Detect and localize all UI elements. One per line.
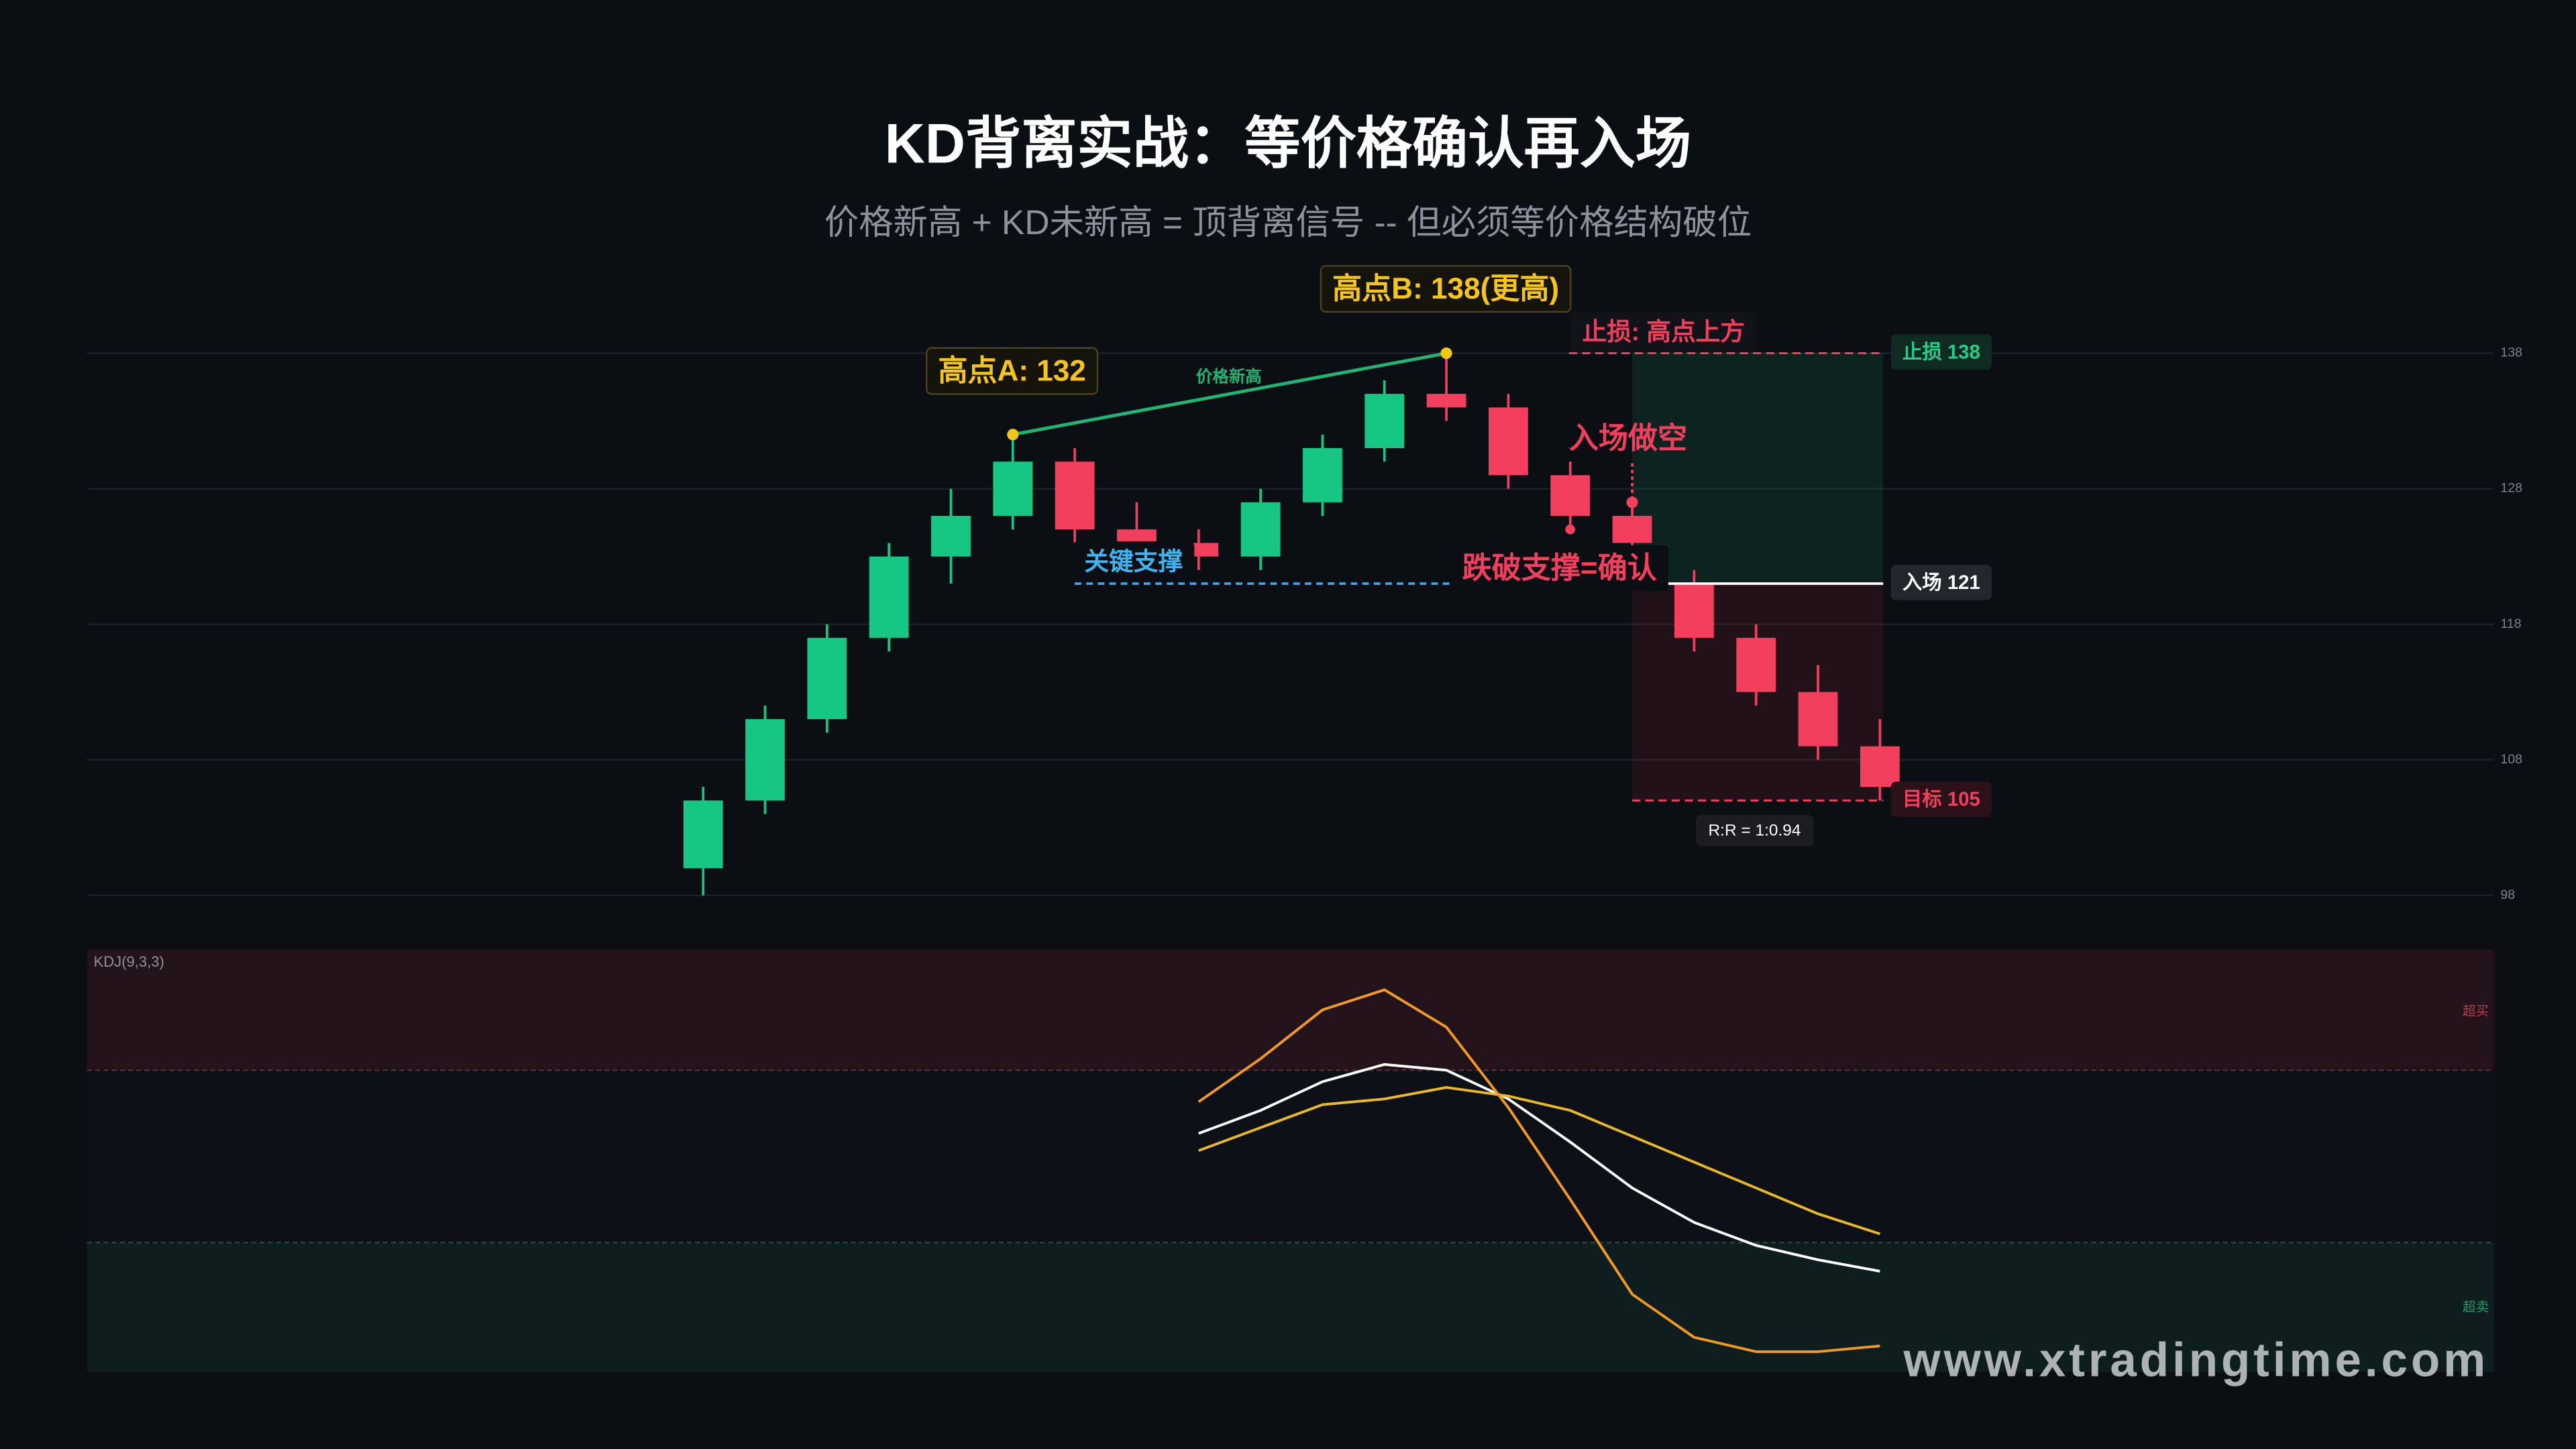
candle-body [1798, 692, 1838, 747]
support-label-box [1073, 541, 1195, 582]
kdj-line [1198, 1086, 1880, 1236]
stop-note-box [1570, 311, 1757, 352]
oversold-label: 超卖 [2463, 1300, 2489, 1315]
indicator-label: KDJ(9,3,3) [94, 953, 164, 970]
kdj-panel [87, 949, 2496, 1372]
candle-body [869, 556, 909, 638]
candle-body [1117, 529, 1157, 543]
kdj-line [1197, 988, 1880, 1353]
oversold-zone [87, 1242, 2494, 1372]
subtitle: 价格新高 + KD未新高 = 顶背离信号 -- 但必须等价格结构破位 [824, 203, 1752, 241]
candle-body [993, 462, 1033, 516]
high-b-label-box [1320, 265, 1572, 313]
entry-tag-box [1890, 564, 1992, 600]
candle-body [1674, 584, 1714, 638]
high-a-label: 高点A: 132 [938, 355, 1085, 388]
y-tick-label: 98 [2500, 888, 2515, 902]
candle-body [931, 515, 971, 557]
entry-note: 入场做空 [1569, 422, 1687, 455]
candle-body [1364, 394, 1405, 448]
rr-label: R:R = 1:0.94 [1708, 822, 1801, 840]
divergence-label: 价格新高 [1196, 367, 1262, 386]
divergence-line [1012, 352, 1447, 437]
stop-tag: 止损 138 [1902, 341, 1980, 363]
breakdown-label-box [1450, 545, 1668, 592]
stop-tag-box [1890, 334, 1992, 370]
rr-label-box [1695, 814, 1814, 847]
candle-body [807, 637, 847, 720]
candle-body [1489, 407, 1528, 476]
target-tag-box [1890, 782, 1992, 817]
candle-body [1240, 502, 1281, 557]
risk-zone [1632, 353, 1884, 584]
entry-dot [1626, 496, 1638, 508]
candle-body [745, 719, 785, 801]
candle-body [1303, 447, 1342, 502]
overbought-zone [87, 949, 2494, 1071]
candle-body [1860, 746, 1900, 788]
high-a-label-box [925, 347, 1099, 395]
title: KD背离实战：等价格确认再入场 [885, 112, 1692, 174]
high-b-label: 高点B: 138(更高) [1332, 272, 1559, 305]
candle-body [1055, 462, 1095, 530]
candle-body [1612, 515, 1652, 543]
support-label: 关键支撑 [1084, 548, 1183, 576]
high-dot [1440, 347, 1452, 360]
entry-tag: 入场 121 [1902, 572, 1980, 594]
watermark: www.xtradingtime.com [1903, 1334, 2489, 1387]
y-tick-label: 128 [2500, 481, 2522, 496]
candle-body [1550, 475, 1591, 516]
breakdown-label: 跌破支撑=确认 [1462, 551, 1657, 584]
high-dot [1007, 429, 1019, 441]
y-tick-label: 108 [2500, 752, 2522, 767]
y-tick-label: 138 [2500, 345, 2522, 360]
y-tick-label: 118 [2500, 616, 2521, 631]
overbought-label: 超买 [2463, 1004, 2489, 1019]
stop-note: 止损: 高点上方 [1582, 318, 1745, 345]
entry-dot [1565, 524, 1576, 535]
candle-body [1736, 637, 1776, 692]
target-tag: 目标 105 [1902, 788, 1980, 810]
candle-body [683, 800, 723, 869]
kdj-line [1198, 1063, 1880, 1273]
candle-body [1426, 394, 1466, 408]
